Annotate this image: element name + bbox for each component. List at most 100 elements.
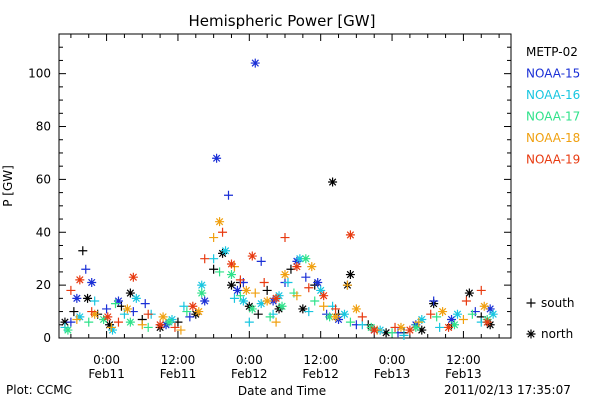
data-point-south [461,296,471,306]
data-point-north [280,270,290,280]
data-point-north [241,285,251,295]
data-point-north [90,309,100,319]
data-point-north [197,280,207,290]
data-point-north [99,314,109,324]
data-point-north [262,296,272,306]
data-point-north [369,325,379,335]
data-point-north [113,296,123,306]
legend-marker-south [526,298,536,308]
data-point-north [226,259,236,269]
y-tick-label: 40 [36,225,51,239]
data-point-north [277,301,287,311]
legend-entry-noaa-16: NOAA-16 [526,88,580,102]
data-point-north [238,296,248,306]
data-point-north [247,251,257,261]
data-point-south [280,233,290,243]
legend-entry-noaa-17: NOAA-17 [526,110,580,124]
data-point-south [200,254,210,264]
data-point-north [345,230,355,240]
data-point-south [283,277,293,287]
data-point-south [435,322,445,332]
data-point-south [235,291,245,301]
data-point-north [158,312,168,322]
data-point-south [140,299,150,309]
x-tick-label-date: Feb13 [445,367,482,381]
data-point-north [295,254,305,264]
data-point-north [271,293,281,303]
legend-entry-noaa-15: NOAA-15 [526,67,580,81]
data-point-north [247,304,257,314]
data-point-south [331,304,341,314]
x-tick-label-time: 0:00 [379,353,406,367]
data-point-south [102,304,112,314]
data-point-south [176,325,186,335]
data-point-south [229,293,239,303]
data-point-north [63,325,73,335]
data-point-north [485,304,495,314]
data-point-south [432,312,442,322]
data-point-south [304,307,314,317]
data-point-north [452,309,462,319]
legend-entry-noaa-19: NOAA-19 [526,153,580,167]
data-point-south [106,322,116,332]
data-point-north [103,312,113,322]
data-point-south [81,264,91,274]
data-point-south [301,272,311,282]
series-noaa-17 [63,254,492,338]
data-point-south [72,314,82,324]
data-point-south [262,285,272,295]
x-tick-label-time: 0:00 [93,353,120,367]
data-point-south [526,298,536,308]
data-point-north [411,322,421,332]
data-point-south [66,317,76,327]
data-point-south [179,301,189,311]
data-point-south [387,328,397,338]
y-tick-label: 0 [43,331,51,345]
data-point-north [232,285,242,295]
data-point-north [221,246,231,256]
data-point-south [399,330,409,340]
data-point-north [87,277,97,287]
data-point-south [467,309,477,319]
data-point-south [390,322,400,332]
data-point-south [244,317,254,327]
data-point-south [357,312,367,322]
data-point-north [155,320,165,330]
data-point-north [325,312,335,322]
data-point-north [488,309,498,319]
data-point-north [188,301,198,311]
x-tick-label-time: 12:00 [303,353,338,367]
data-point-north [226,270,236,280]
data-point-south [87,307,97,317]
data-point-north [75,312,85,322]
series-noaa-18 [72,217,489,335]
legend-entry-metp-02: METP-02 [526,45,578,59]
data-point-south [304,283,314,293]
data-point-north [479,301,489,311]
data-point-south [185,312,195,322]
x-tick-label-date: Feb11 [88,367,125,381]
legend-marker-label: south [541,296,575,310]
series-noaa-19 [66,227,492,335]
data-point-north [417,314,427,324]
data-point-south [476,285,486,295]
legend-entry-noaa-18: NOAA-18 [526,131,580,145]
data-point-south [426,309,436,319]
data-point-north [438,307,448,317]
data-point-south [253,309,263,319]
data-point-north [256,299,266,309]
legend-marker-label: north [541,327,573,341]
x-tick-label-date: Feb11 [160,367,197,381]
data-point-south [137,320,147,330]
data-point-south [209,233,219,243]
data-point-north [128,272,138,282]
data-point-north [60,317,70,327]
x-tick-label-date: Feb12 [231,367,268,381]
data-point-north [122,304,132,314]
y-tick-label: 80 [36,120,51,134]
data-point-south [259,277,269,287]
data-point-south [458,314,468,324]
data-points [60,58,498,340]
footer-plot-credit: Plot: CCMC [6,383,72,397]
data-point-south [111,299,120,309]
